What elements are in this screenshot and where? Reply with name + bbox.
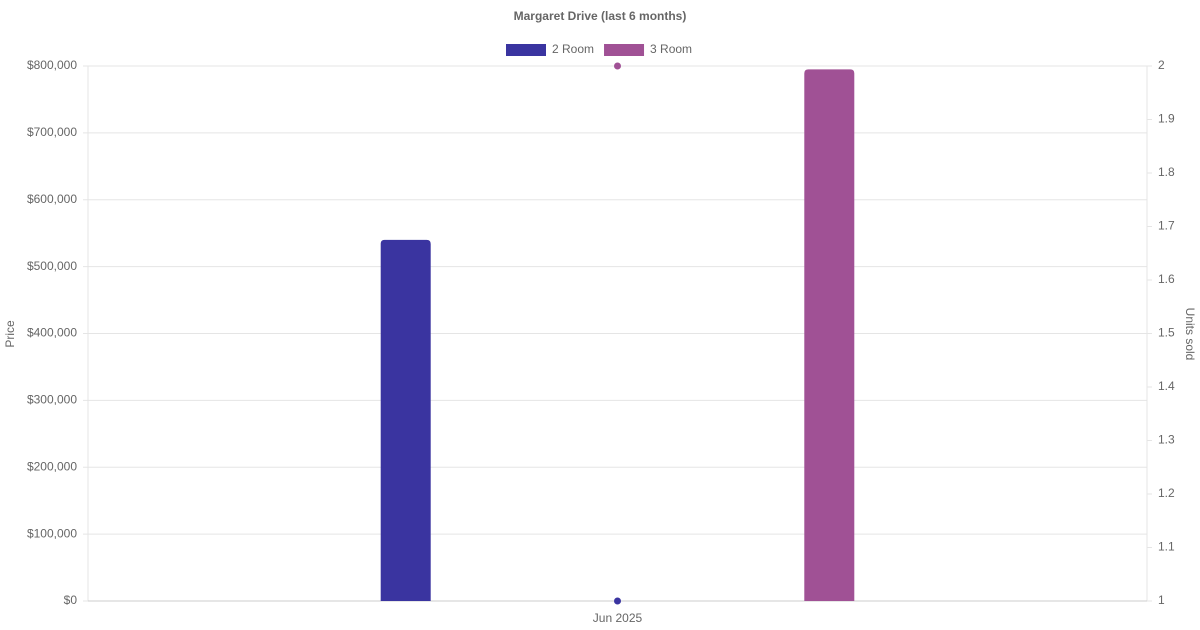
y2-axis-title: Units sold: [1183, 308, 1197, 361]
y2-tick-label: 1.1: [1158, 540, 1175, 554]
legend-swatch: [506, 44, 546, 56]
y2-tick-label: 1.6: [1158, 272, 1175, 286]
bar: [804, 69, 855, 601]
y-axis-title: Price: [3, 320, 17, 348]
units-point: [614, 62, 621, 70]
y2-tick-label: 1.7: [1158, 219, 1175, 233]
y2-tick-label: 1.2: [1158, 486, 1175, 500]
units-point: [614, 597, 621, 605]
x-tick-label: Jun 2025: [593, 611, 643, 625]
y2-tick-label: 1.4: [1158, 379, 1175, 393]
y2-tick-label: 1.9: [1158, 112, 1175, 126]
legend-swatch: [604, 44, 645, 56]
y-tick-label: $800,000: [27, 58, 77, 72]
y2-tick-label: 2: [1158, 58, 1165, 72]
y2-tick-label: 1.3: [1158, 433, 1175, 447]
legend-label: 2 Room: [552, 42, 594, 56]
chart-title: Margaret Drive (last 6 months): [514, 9, 687, 23]
y2-tick-label: 1.5: [1158, 326, 1175, 340]
y-tick-label: $300,000: [27, 393, 77, 407]
y-tick-label: $400,000: [27, 326, 77, 340]
y-tick-label: $700,000: [27, 125, 77, 139]
y-tick-label: $600,000: [27, 192, 77, 206]
y-tick-label: $500,000: [27, 259, 77, 273]
bar: [380, 239, 431, 601]
y2-tick-label: 1: [1158, 593, 1165, 607]
y-tick-label: $0: [64, 593, 78, 607]
y-tick-label: $200,000: [27, 459, 77, 473]
y-tick-label: $100,000: [27, 526, 77, 540]
y2-tick-label: 1.8: [1158, 165, 1175, 179]
legend-label: 3 Room: [650, 42, 692, 56]
